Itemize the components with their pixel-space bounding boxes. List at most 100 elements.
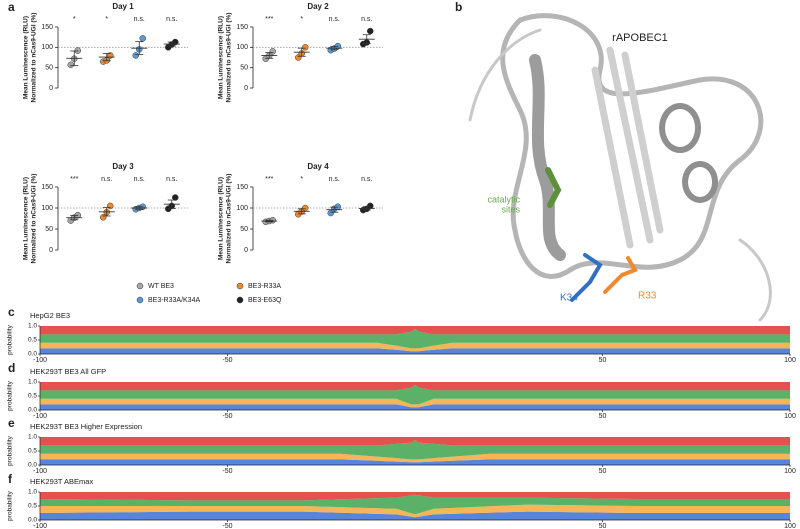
panel-label: d [8,361,15,375]
logo-band [40,437,790,446]
y-axis-label: probability [7,380,14,410]
chart-title: Day 2 [307,2,329,11]
y-tick-label: 0 [49,85,53,92]
y-tick-label: 150 [41,184,53,191]
x-tick-label: 100 [784,357,796,364]
y-tick-label: 100 [236,205,248,212]
x-tick-label: -50 [222,468,232,475]
x-tick-label: -100 [33,523,47,529]
x-tick-label: 50 [599,468,607,475]
panel-label: c [8,305,15,319]
x-tick-label: -100 [33,468,47,475]
y-axis-label: Normalized to nCas9-UGI (%) [31,13,38,103]
logo-band [40,504,790,518]
y-tick-label: 0.0 [28,351,37,358]
x-tick-label: 50 [599,413,607,420]
logo-band [40,511,790,520]
chart-title: HepG2 BE3 [30,311,70,320]
y-tick-label: 0 [49,247,53,254]
logo-band [40,342,790,352]
y-axis-label: Mean Luminescence (RLU) [23,177,30,260]
significance: * [300,16,303,23]
panel-label: f [8,472,13,486]
legend-label: BE3-R33A [248,283,281,290]
y-tick-label: 0 [244,247,248,254]
chart-title: HEK293T BE3 Higher Expression [30,422,142,431]
data-point [74,47,81,54]
data-point [302,204,309,212]
panel-label: b [455,0,462,14]
y-tick-label: 100 [41,205,53,212]
chart-title: HEK293T ABEmax [30,477,93,486]
y-tick-label: 50 [45,65,53,72]
y-axis-label: Mean Luminescence (RLU) [218,177,225,260]
significance: n.s. [166,176,177,183]
y-axis-label: Mean Luminescence (RLU) [23,16,30,99]
data-point [367,27,374,35]
significance: n.s. [361,16,372,23]
significance: n.s. [329,176,340,183]
significance: * [73,16,76,23]
y-tick-label: 50 [240,226,248,233]
legend-swatch [236,296,244,304]
residue-label: K34 [560,293,578,304]
x-tick-label: 50 [599,357,607,364]
significance: n.s. [166,16,177,23]
significance: * [105,16,108,23]
significance: *** [70,176,78,183]
x-tick-label: 100 [784,413,796,420]
y-tick-label: 0 [244,85,248,92]
y-tick-label: 0.5 [28,337,37,344]
logo-band [40,382,790,391]
logo-band [40,328,790,349]
y-tick-label: 50 [45,226,53,233]
logo-band [40,326,790,335]
x-tick-label: 100 [784,523,796,529]
y-tick-label: 0.0 [28,407,37,414]
data-point [334,42,341,50]
y-tick-label: 0.5 [28,503,37,510]
y-tick-label: 1.0 [28,434,37,441]
chart-title: Day 4 [307,162,329,171]
legend-label: WT BE3 [148,283,174,290]
logo-band [40,453,790,463]
logo-band [40,492,790,501]
chart-title: HEK293T BE3 All GFP [30,367,106,376]
y-axis-label: probability [7,435,14,465]
significance: * [300,176,303,183]
y-axis-label: Normalized to nCas9-UGI (%) [226,13,233,103]
y-tick-label: 0.0 [28,517,37,524]
catalytic-label: catalytic [487,194,520,204]
y-tick-label: 0.5 [28,393,37,400]
residue-label: R33 [638,291,657,302]
significance: *** [265,16,273,23]
significance: n.s. [329,16,340,23]
y-tick-label: 50 [240,65,248,72]
y-tick-label: 150 [236,184,248,191]
x-tick-label: -50 [222,523,232,529]
y-tick-label: 1.0 [28,489,37,496]
logo-band [40,384,790,405]
y-tick-label: 0.0 [28,462,37,469]
logo-band [40,439,790,460]
y-axis-label: probability [7,324,14,354]
x-tick-label: 100 [784,468,796,475]
data-point [107,202,114,210]
legend-label: BE3-E63Q [248,297,282,304]
legend-swatch [136,296,144,304]
x-tick-label: -100 [33,413,47,420]
data-point [172,194,179,201]
data-point [100,213,107,221]
y-axis-label: Normalized to nCas9-UGI (%) [226,174,233,264]
y-tick-label: 100 [236,44,248,51]
y-axis-label: Normalized to nCas9-UGI (%) [31,174,38,264]
significance: n.s. [101,176,112,183]
legend-swatch [236,282,244,290]
chart-title: Day 3 [112,162,134,171]
significance: n.s. [134,176,145,183]
logo-band [40,494,790,515]
data-point [74,211,81,219]
chart-title: Day 1 [112,2,134,11]
protein-structure [468,13,772,322]
